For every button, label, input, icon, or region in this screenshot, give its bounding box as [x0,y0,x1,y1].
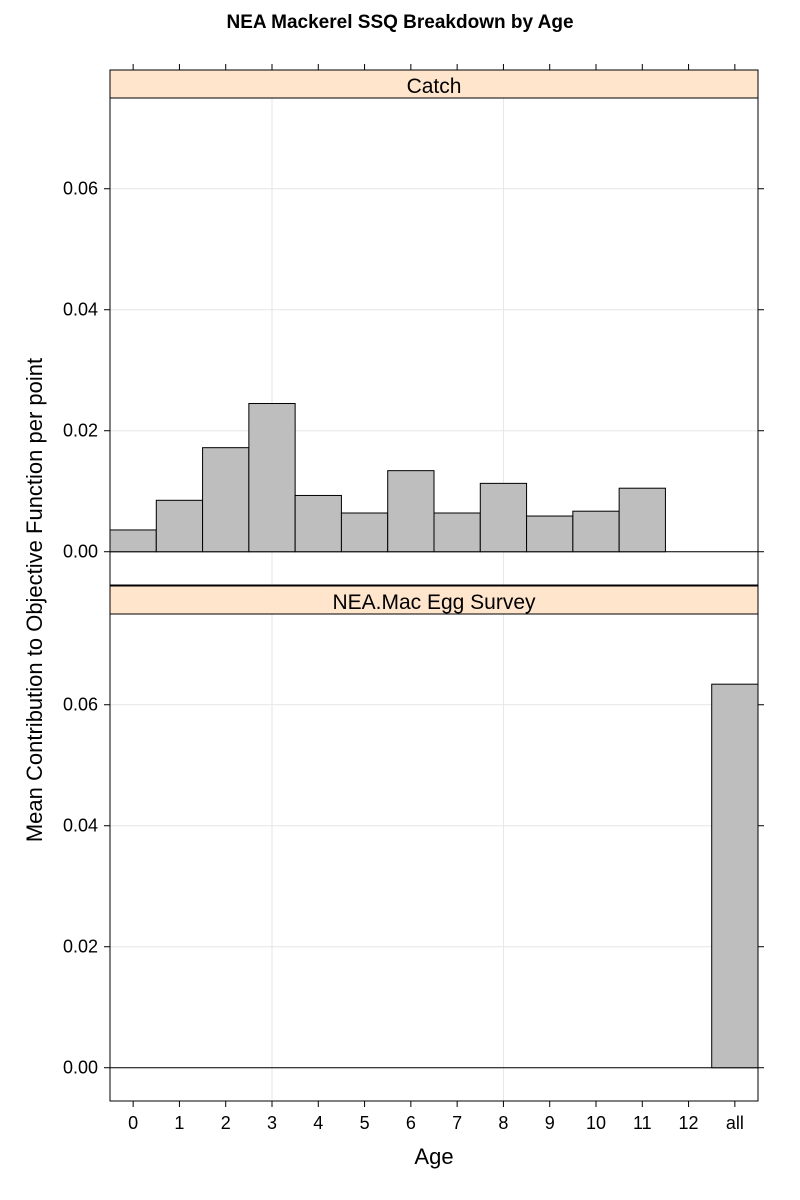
chart-title: NEA Mackerel SSQ Breakdown by Age [226,12,573,33]
panel-strip-label: Catch [407,75,462,98]
y-tick-label: 0.04 [63,300,98,320]
bar [202,447,250,553]
x-tick-label: 10 [586,1113,606,1133]
bar [340,512,389,553]
x-tick-label: 8 [498,1113,508,1133]
y-tick-label: 0.00 [63,542,98,562]
y-tick-label: 0.02 [63,421,98,441]
y-tick-label: 0.02 [63,937,98,957]
bar [387,470,435,553]
x-tick-label: 7 [452,1113,462,1133]
bar [294,494,342,553]
x-tick-label: 6 [406,1113,416,1133]
x-tick-label: 1 [174,1113,184,1133]
bar [248,403,296,553]
bar [526,515,574,553]
x-tick-label: 4 [313,1113,323,1133]
y-tick-label: 0.04 [63,816,98,836]
y-tick-label: 0.06 [63,179,98,199]
panel-border [109,69,759,586]
x-tick-label: 3 [267,1113,277,1133]
x-tick-label: all [726,1113,744,1133]
bar [618,487,666,553]
x-tick-label: 12 [679,1113,699,1133]
x-tick-label: 5 [360,1113,370,1133]
y-axis-label: Mean Contribution to Objective Function … [22,358,47,842]
y-tick-label: 0.00 [63,1058,98,1078]
x-tick-label: 9 [545,1113,555,1133]
x-tick-label: 11 [633,1113,652,1133]
bar [479,482,528,553]
x-axis-label: Age [414,1144,453,1169]
x-tick-label: 0 [128,1113,138,1133]
panel-border [109,585,759,1102]
bar [155,499,204,553]
bar [572,510,620,553]
bar [433,512,481,553]
panel-strip [109,585,759,615]
panel-strip-label: NEA.Mac Egg Survey [332,591,536,614]
x-tick-label: 2 [221,1113,231,1133]
bar [109,529,157,553]
bar [711,683,759,1069]
y-tick-label: 0.06 [63,695,98,715]
